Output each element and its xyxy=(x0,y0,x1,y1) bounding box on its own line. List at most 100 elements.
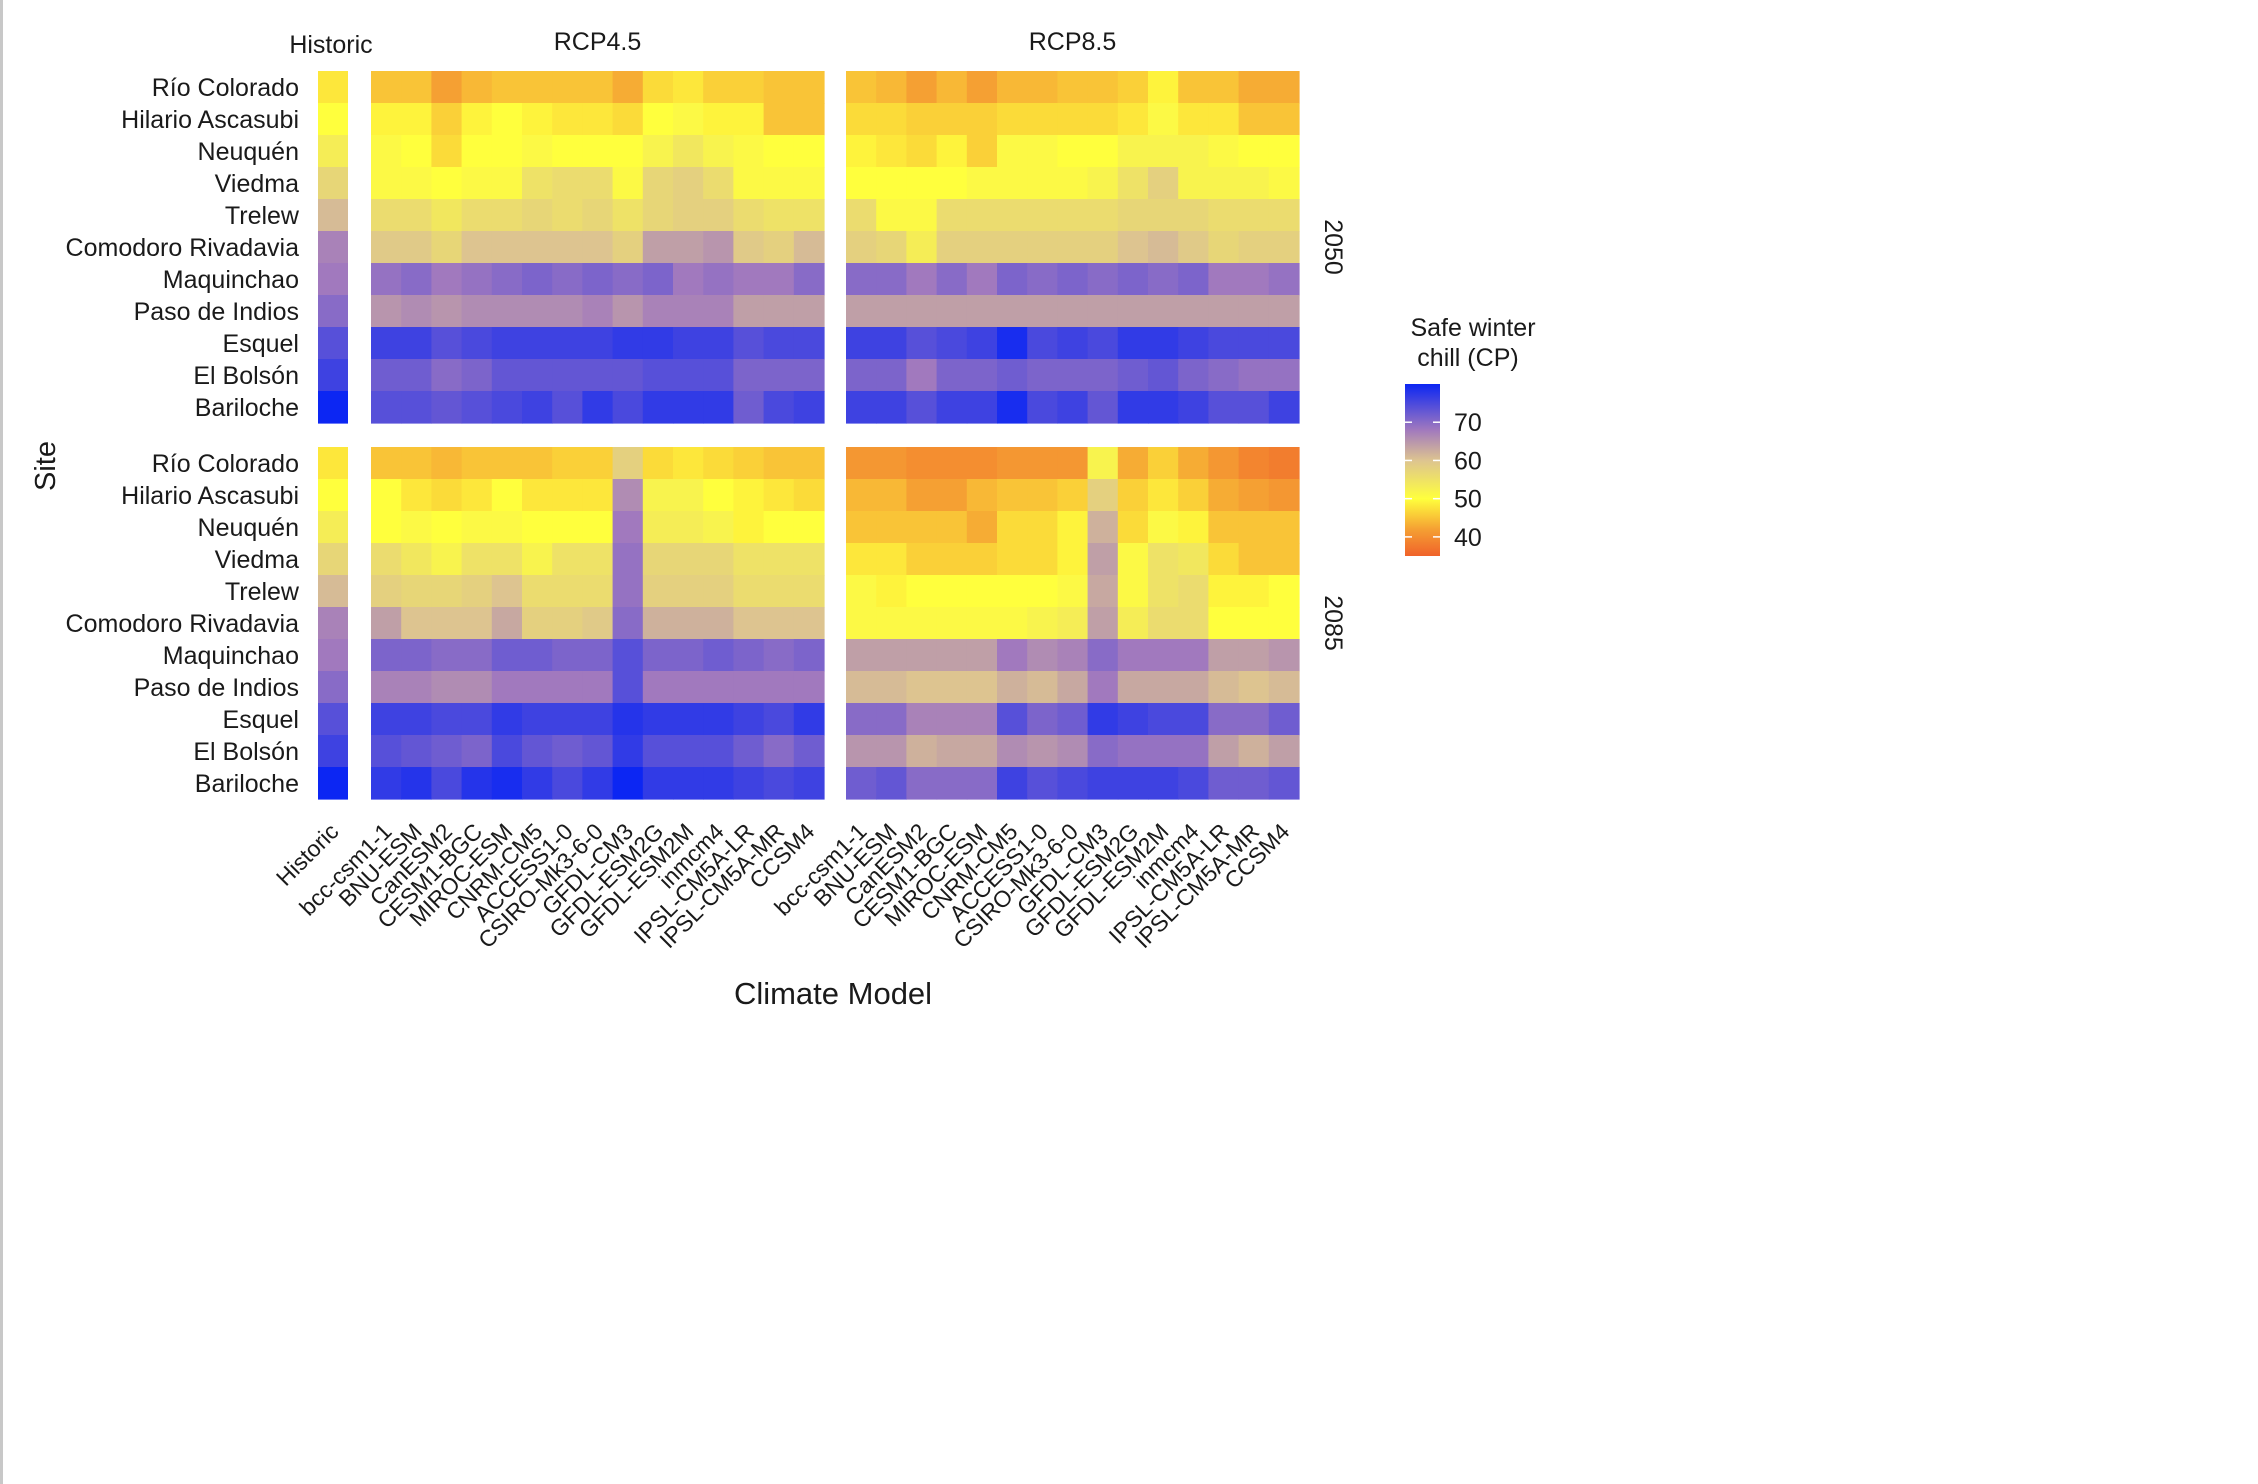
cell-2050-rcp4-5-ipsl-cm5a-lr-esquel xyxy=(733,327,765,360)
cell-2085-rcp4-5-gfdl-esm2g-bariloche xyxy=(642,767,674,800)
cell-2085-rcp4-5-cnrm-cm5-neuqu-n xyxy=(522,511,553,544)
cell-2085-rcp8-5-bcc-csm1-1-paso-de-indios xyxy=(846,671,877,704)
cell-2085-rcp4-5-ipsl-cm5a-mr-paso-de-indios xyxy=(763,671,795,704)
cell-2085-rcp8-5-gfdl-esm2m-hilario-ascasubi xyxy=(1148,479,1179,512)
cell-2085-rcp4-5-cnrm-cm5-esquel xyxy=(522,703,553,736)
cell-2050-rcp4-5-cesm1-bgc-bariloche xyxy=(461,391,493,424)
cell-2050-rcp4-5-gfdl-cm3-el-bols-n xyxy=(612,359,644,392)
cell-2085-rcp8-5-gfdl-cm3-hilario-ascasubi xyxy=(1087,479,1119,512)
cell-2085-rcp8-5-ipsl-cm5a-lr-maquinchao xyxy=(1208,639,1240,672)
cell-2085-rcp8-5-bnu-esm-viedma xyxy=(876,543,907,576)
cell-2085-rcp8-5-ccsm4-hilario-ascasubi xyxy=(1268,479,1300,512)
cell-2085-rcp8-5-canesm2-hilario-ascasubi xyxy=(906,479,938,512)
cell-2085-rcp8-5-cesm1-bgc-r-o-colorado xyxy=(936,447,968,480)
cell-2085-rcp4-5-bnu-esm-paso-de-indios xyxy=(401,671,432,704)
cell-2050-historic-hilario-ascasubi xyxy=(318,103,348,136)
cell-2085-historic-r-o-colorado xyxy=(318,447,348,480)
cell-2050-rcp8-5-bcc-csm1-1-neuqu-n xyxy=(846,135,877,168)
y-tick-label-2050-comodoro-rivadavia: Comodoro Rivadavia xyxy=(66,234,300,262)
cell-2085-rcp8-5-gfdl-esm2m-bariloche xyxy=(1148,767,1179,800)
cell-2085-rcp4-5-cnrm-cm5-r-o-colorado xyxy=(522,447,553,480)
cell-2085-rcp4-5-cnrm-cm5-viedma xyxy=(522,543,553,576)
cell-2085-rcp4-5-cesm1-bgc-maquinchao xyxy=(461,639,493,672)
cell-2050-rcp8-5-ipsl-cm5a-mr-esquel xyxy=(1238,327,1270,360)
cell-2085-rcp4-5-gfdl-esm2m-esquel xyxy=(673,703,704,736)
cell-2050-rcp8-5-canesm2-maquinchao xyxy=(906,263,938,296)
cell-2050-rcp4-5-csiro-mk3-6-0-esquel xyxy=(582,327,614,360)
cell-2085-rcp4-5-gfdl-esm2m-el-bols-n xyxy=(673,735,704,768)
cell-2050-rcp4-5-canesm2-neuqu-n xyxy=(431,135,463,168)
cell-2085-rcp8-5-miroc-esm-maquinchao xyxy=(966,639,998,672)
cell-2085-rcp4-5-canesm2-trelew xyxy=(431,575,463,608)
cell-2085-rcp8-5-bnu-esm-hilario-ascasubi xyxy=(876,479,907,512)
facet-row-label-2085: 2085 xyxy=(1319,595,1347,651)
cell-2050-rcp4-5-cesm1-bgc-el-bols-n xyxy=(461,359,493,392)
cell-2050-rcp4-5-bnu-esm-esquel xyxy=(401,327,432,360)
cell-2085-rcp8-5-ipsl-cm5a-mr-neuqu-n xyxy=(1238,511,1270,544)
cell-2050-rcp4-5-gfdl-esm2g-neuqu-n xyxy=(642,135,674,168)
cell-2085-rcp4-5-gfdl-cm3-maquinchao xyxy=(612,639,644,672)
cell-2085-rcp8-5-inmcm4-esquel xyxy=(1178,703,1209,736)
cell-2085-rcp4-5-gfdl-esm2g-comodoro-rivadavia xyxy=(642,607,674,640)
cell-2050-rcp8-5-csiro-mk3-6-0-neuqu-n xyxy=(1057,135,1089,168)
cell-2050-rcp8-5-ipsl-cm5a-lr-bariloche xyxy=(1208,391,1240,424)
cell-2085-rcp4-5-ccsm4-esquel xyxy=(793,703,825,736)
cell-2085-rcp4-5-access1-0-neuqu-n xyxy=(552,511,583,544)
cell-2085-rcp8-5-bcc-csm1-1-esquel xyxy=(846,703,877,736)
cell-2085-rcp8-5-gfdl-cm3-el-bols-n xyxy=(1087,735,1119,768)
cell-2050-rcp4-5-miroc-esm-paso-de-indios xyxy=(491,295,523,328)
cell-2085-rcp8-5-ccsm4-maquinchao xyxy=(1268,639,1300,672)
cell-2050-rcp4-5-access1-0-hilario-ascasubi xyxy=(552,103,583,136)
cell-2085-rcp4-5-gfdl-esm2g-el-bols-n xyxy=(642,735,674,768)
cell-2085-rcp4-5-csiro-mk3-6-0-esquel xyxy=(582,703,614,736)
cell-2085-rcp4-5-gfdl-esm2g-hilario-ascasubi xyxy=(642,479,674,512)
cell-2050-rcp4-5-miroc-esm-el-bols-n xyxy=(491,359,523,392)
cell-2050-rcp4-5-gfdl-cm3-hilario-ascasubi xyxy=(612,103,644,136)
cell-2050-rcp4-5-inmcm4-neuqu-n xyxy=(703,135,734,168)
cell-2085-rcp4-5-ipsl-cm5a-mr-neuqu-n xyxy=(763,511,795,544)
cell-2085-rcp4-5-canesm2-r-o-colorado xyxy=(431,447,463,480)
cell-2085-rcp8-5-ipsl-cm5a-mr-bariloche xyxy=(1238,767,1270,800)
cell-2085-rcp4-5-bcc-csm1-1-esquel xyxy=(371,703,402,736)
cell-2085-rcp4-5-ipsl-cm5a-lr-el-bols-n xyxy=(733,735,765,768)
cell-2050-rcp4-5-gfdl-cm3-esquel xyxy=(612,327,644,360)
cell-2085-rcp4-5-ipsl-cm5a-lr-r-o-colorado xyxy=(733,447,765,480)
cell-2050-rcp8-5-ipsl-cm5a-mr-viedma xyxy=(1238,167,1270,200)
cell-2050-rcp4-5-bcc-csm1-1-comodoro-rivadavia xyxy=(371,231,402,264)
y-tick-label-2085-hilario-ascasubi: Hilario Ascasubi xyxy=(121,482,299,510)
cell-2085-rcp8-5-bnu-esm-bariloche xyxy=(876,767,907,800)
cell-2050-rcp8-5-bnu-esm-comodoro-rivadavia xyxy=(876,231,907,264)
cell-2050-rcp4-5-ipsl-cm5a-lr-maquinchao xyxy=(733,263,765,296)
cell-2050-rcp8-5-cesm1-bgc-maquinchao xyxy=(936,263,968,296)
cell-2050-rcp8-5-canesm2-hilario-ascasubi xyxy=(906,103,938,136)
cell-2085-rcp8-5-bnu-esm-esquel xyxy=(876,703,907,736)
cell-2085-rcp4-5-inmcm4-neuqu-n xyxy=(703,511,734,544)
cell-2050-rcp4-5-gfdl-esm2g-r-o-colorado xyxy=(642,71,674,104)
y-tick-label-2050-viedma: Viedma xyxy=(215,170,299,198)
cell-2085-rcp4-5-ccsm4-comodoro-rivadavia xyxy=(793,607,825,640)
cell-2085-rcp8-5-inmcm4-hilario-ascasubi xyxy=(1178,479,1209,512)
cell-2050-rcp4-5-ipsl-cm5a-mr-bariloche xyxy=(763,391,795,424)
cell-2050-rcp8-5-csiro-mk3-6-0-hilario-ascasubi xyxy=(1057,103,1089,136)
cell-2050-rcp4-5-inmcm4-bariloche xyxy=(703,391,734,424)
cell-2050-rcp4-5-miroc-esm-neuqu-n xyxy=(491,135,523,168)
cell-2085-rcp4-5-gfdl-esm2m-maquinchao xyxy=(673,639,704,672)
cell-2085-rcp8-5-gfdl-esm2g-bariloche xyxy=(1117,767,1149,800)
cell-2085-rcp8-5-ipsl-cm5a-mr-viedma xyxy=(1238,543,1270,576)
cell-2085-rcp4-5-bnu-esm-viedma xyxy=(401,543,432,576)
cell-2050-rcp4-5-miroc-esm-comodoro-rivadavia xyxy=(491,231,523,264)
cell-2050-rcp4-5-gfdl-esm2g-comodoro-rivadavia xyxy=(642,231,674,264)
cell-2050-rcp8-5-csiro-mk3-6-0-r-o-colorado xyxy=(1057,71,1089,104)
cell-2085-rcp4-5-bcc-csm1-1-neuqu-n xyxy=(371,511,402,544)
cell-2050-rcp8-5-canesm2-neuqu-n xyxy=(906,135,938,168)
cell-2050-rcp4-5-miroc-esm-hilario-ascasubi xyxy=(491,103,523,136)
cell-2085-rcp4-5-miroc-esm-esquel xyxy=(491,703,523,736)
cell-2085-rcp8-5-bcc-csm1-1-trelew xyxy=(846,575,877,608)
facet-header-rcp45: RCP4.5 xyxy=(554,28,642,56)
cell-2050-rcp8-5-gfdl-cm3-esquel xyxy=(1087,327,1119,360)
cell-2050-rcp8-5-ipsl-cm5a-mr-paso-de-indios xyxy=(1238,295,1270,328)
legend-title-line1: Safe winter xyxy=(1410,314,1535,342)
cell-2085-rcp4-5-cnrm-cm5-maquinchao xyxy=(522,639,553,672)
cell-2050-rcp8-5-access1-0-el-bols-n xyxy=(1027,359,1058,392)
cell-2085-rcp8-5-cesm1-bgc-paso-de-indios xyxy=(936,671,968,704)
